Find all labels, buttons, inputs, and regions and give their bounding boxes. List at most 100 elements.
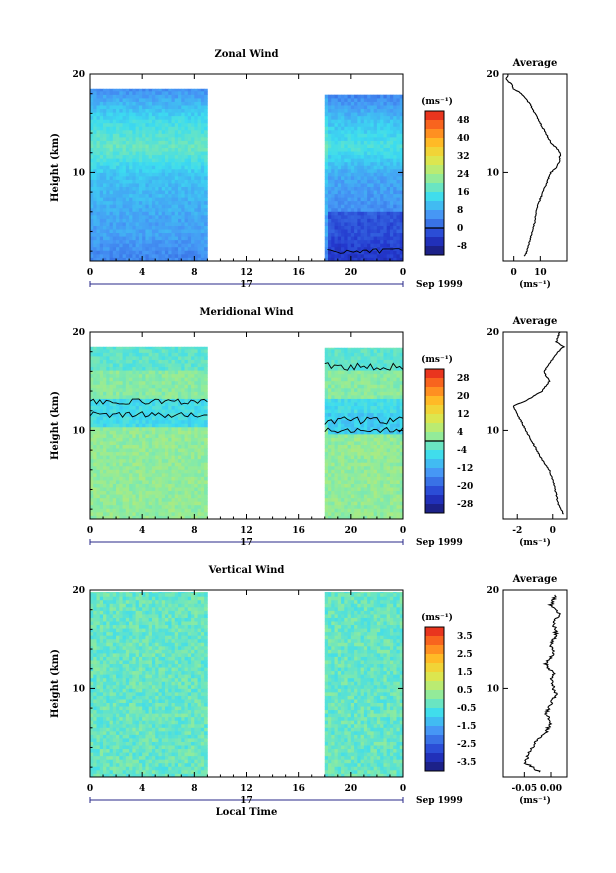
heatmap-cell bbox=[363, 186, 368, 191]
heatmap-cell bbox=[174, 257, 179, 262]
heatmap-cell bbox=[328, 455, 332, 460]
heatmap-cell bbox=[138, 416, 143, 421]
heatmap-cell bbox=[93, 515, 97, 520]
heatmap-cell bbox=[151, 90, 156, 95]
heatmap-cell bbox=[112, 504, 117, 509]
heatmap-cell bbox=[148, 90, 153, 95]
heatmap-cell bbox=[380, 190, 384, 195]
heatmap-cell bbox=[187, 472, 192, 477]
heatmap-cell bbox=[106, 101, 110, 106]
heatmap-cell bbox=[197, 423, 202, 428]
heatmap-cell bbox=[119, 222, 123, 226]
heatmap-cell bbox=[399, 211, 404, 216]
heatmap-cell bbox=[174, 465, 179, 470]
heatmap-cell bbox=[341, 207, 345, 212]
heatmap-cell bbox=[148, 409, 153, 414]
heatmap-cell bbox=[161, 90, 166, 95]
heatmap-cell bbox=[112, 426, 117, 431]
heatmap-cell bbox=[106, 377, 110, 382]
heatmap-cell bbox=[103, 243, 107, 248]
heatmap-cell bbox=[90, 126, 94, 131]
heatmap-cell bbox=[96, 94, 101, 99]
heatmap-cell bbox=[184, 490, 189, 495]
heatmap-cell bbox=[171, 462, 176, 467]
heatmap-cell bbox=[96, 108, 101, 113]
heatmap-cell bbox=[191, 119, 195, 124]
heatmap-cell bbox=[324, 476, 329, 481]
heatmap-cell bbox=[155, 398, 159, 403]
heatmap-cell bbox=[171, 501, 176, 506]
heatmap-cell bbox=[399, 239, 404, 244]
heatmap-cell bbox=[129, 98, 133, 102]
heatmap-cell bbox=[99, 200, 104, 205]
heatmap-cell bbox=[145, 112, 150, 117]
heatmap-cell bbox=[360, 126, 365, 131]
heatmap-cell bbox=[380, 214, 384, 219]
heatmap-cell bbox=[129, 394, 133, 399]
heatmap-cell bbox=[181, 437, 185, 442]
heatmap-cell bbox=[344, 151, 348, 156]
heatmap-cell bbox=[191, 108, 195, 113]
heatmap-cell bbox=[357, 172, 362, 177]
heatmap-cell bbox=[125, 348, 130, 353]
heatmap-cell bbox=[132, 370, 137, 375]
heatmap-cell bbox=[396, 232, 401, 237]
heatmap-cell bbox=[112, 370, 117, 375]
heatmap-cell bbox=[187, 494, 192, 499]
heatmap-cell bbox=[373, 243, 378, 248]
heatmap-cell bbox=[148, 497, 153, 502]
heatmap-cell bbox=[125, 352, 130, 357]
heatmap-cell bbox=[93, 108, 97, 113]
heatmap-cell bbox=[90, 257, 94, 262]
heatmap-cell bbox=[103, 211, 107, 216]
heatmap-cell bbox=[155, 416, 159, 421]
heatmap-cell bbox=[367, 172, 371, 177]
heatmap-cell bbox=[373, 158, 378, 163]
heatmap-cell bbox=[178, 469, 182, 474]
heatmap-cell bbox=[148, 88, 153, 92]
heatmap-cell bbox=[142, 222, 146, 226]
heatmap-cell bbox=[181, 158, 185, 163]
heatmap-cell bbox=[142, 494, 146, 499]
heatmap-cell bbox=[334, 437, 339, 442]
heatmap-cell bbox=[393, 147, 397, 152]
heatmap-cell bbox=[324, 151, 329, 156]
heatmap-cell bbox=[328, 476, 332, 481]
heatmap-cell bbox=[334, 391, 339, 396]
heatmap-cell bbox=[181, 161, 185, 166]
heatmap-cell bbox=[386, 257, 391, 262]
heatmap-cell bbox=[344, 133, 348, 138]
heatmap-cell bbox=[161, 462, 166, 467]
heatmap-cell bbox=[142, 416, 146, 421]
heatmap-cell bbox=[204, 222, 208, 226]
heatmap-cell bbox=[386, 101, 391, 106]
heatmap-cell bbox=[151, 501, 156, 506]
heatmap-cell bbox=[142, 348, 146, 353]
heatmap-cell bbox=[399, 200, 404, 205]
heatmap-cell bbox=[103, 380, 107, 385]
heatmap-cell bbox=[132, 239, 137, 244]
heatmap-cell bbox=[125, 207, 130, 212]
heatmap-cell bbox=[103, 441, 107, 445]
heatmap-cell bbox=[334, 122, 339, 127]
heatmap-cell bbox=[148, 232, 153, 237]
heatmap-cell bbox=[194, 356, 198, 360]
heatmap-cell bbox=[145, 158, 150, 163]
heatmap-cell bbox=[181, 190, 185, 195]
heatmap-cell bbox=[125, 501, 130, 506]
heatmap-cell bbox=[119, 246, 123, 251]
heatmap-cell bbox=[324, 430, 329, 435]
heatmap-cell bbox=[187, 246, 192, 251]
heatmap-cell bbox=[197, 200, 202, 205]
heatmap-cell bbox=[187, 480, 192, 484]
heatmap-cell bbox=[168, 384, 172, 389]
heatmap-cell bbox=[138, 501, 143, 506]
heatmap-cell bbox=[174, 204, 179, 209]
heatmap-cell bbox=[200, 214, 205, 219]
heatmap-cell bbox=[116, 430, 120, 435]
heatmap-cell bbox=[148, 158, 153, 163]
heatmap-cell bbox=[204, 458, 208, 463]
heatmap-cell bbox=[328, 133, 332, 138]
heatmap-cell bbox=[155, 207, 159, 212]
heatmap-cell bbox=[200, 236, 205, 241]
